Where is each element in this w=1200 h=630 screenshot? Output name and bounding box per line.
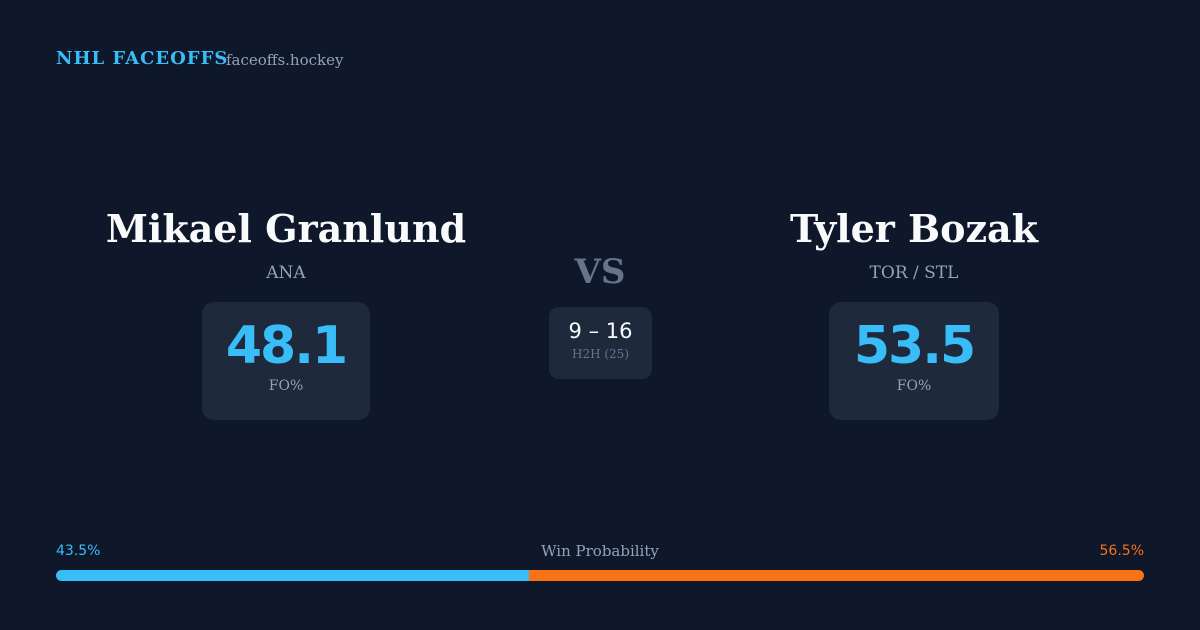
versus: VS <box>574 252 626 292</box>
stat-label: FO% <box>896 378 932 394</box>
probability-bar <box>56 570 1144 581</box>
player-name: Tyler Bozak <box>789 206 1039 251</box>
stat-card: 48.1 FO% <box>202 302 370 420</box>
h2h-score: 9 – 16 <box>568 319 633 343</box>
h2h-label: H2H (25) <box>571 347 629 361</box>
brand: NHL FACEOFFS <box>56 48 229 69</box>
left-probability: 43.5% <box>56 543 101 559</box>
right-probability: 56.5% <box>1099 543 1144 559</box>
stat-label: FO% <box>268 378 304 394</box>
probability-title: Win Probability <box>541 542 659 560</box>
stat-card: 53.5 FO% <box>829 302 999 420</box>
player-team: TOR / STL <box>869 263 959 283</box>
h2h-card: 9 – 16 H2H (25) <box>549 307 652 379</box>
stat-value: 48.1 <box>225 316 348 376</box>
bar-segment <box>529 570 1144 581</box>
player-name: Mikael Granlund <box>105 206 467 251</box>
player-team: ANA <box>266 263 306 283</box>
site-url: faceoffs.hockey <box>226 51 344 69</box>
bar-segment <box>56 570 530 581</box>
stat-value: 53.5 <box>853 316 976 376</box>
